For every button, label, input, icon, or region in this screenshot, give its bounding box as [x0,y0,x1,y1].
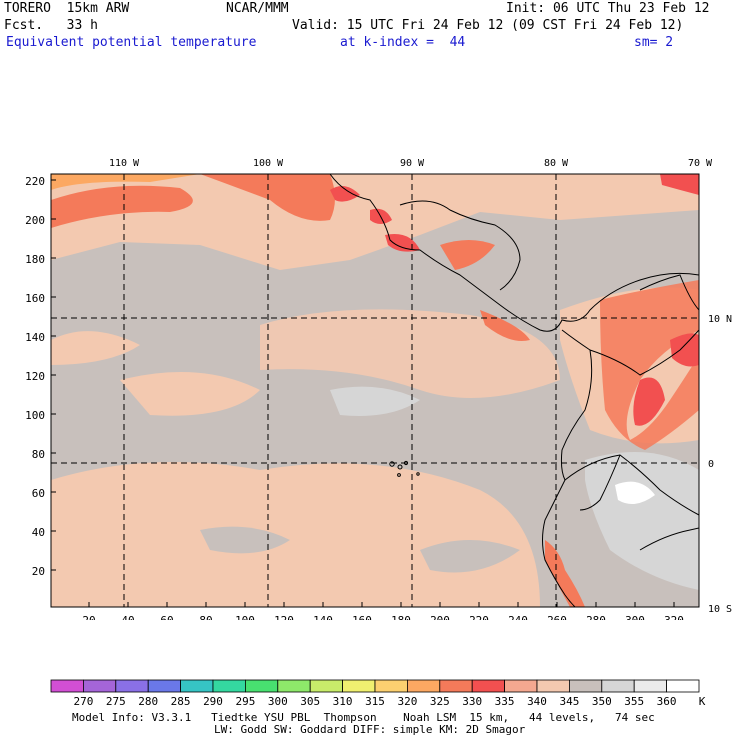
x-tick-label: 40 [121,614,134,620]
lon-label-80w: 80 W [544,158,569,169]
color-bar-label: 285 [171,695,191,708]
color-bar-label: 315 [365,695,385,708]
color-bar-labels: 270 275 280 285 290 295 300 305 310 315 320 325 330 3… [73,695,676,708]
lon-label-70w: 70 W [688,158,713,169]
color-bar-box [244,679,279,693]
color-bar-box [277,679,311,693]
color-bar-label: 320 [397,695,417,708]
x-tick-label: 220 [469,614,489,620]
lon-label-90w: 90 W [400,158,425,169]
x-tick-label: 180 [391,614,411,620]
color-bar-unit: K [699,695,706,708]
color-bar-label: 330 [462,695,482,708]
color-bar-box [212,679,246,693]
x-tick-label: 20 [82,614,95,620]
color-bar-label: 340 [527,695,547,708]
y-tick-label: 180 [25,253,45,266]
valid-time: Valid: 15 UTC Fri 24 Feb 12 (09 CST Fri … [292,18,684,33]
x-tick-label: 60 [160,614,173,620]
color-bar-boxes [50,679,700,693]
frame-ticks [51,179,675,607]
color-bar-label: 310 [333,695,353,708]
x-tick-label: 320 [664,614,684,620]
plot-frame [50,173,700,608]
organization: NCAR/MMM [226,1,289,16]
color-bar-label: 300 [268,695,288,708]
x-tick-label: 240 [508,614,528,620]
x-tick-label: 100 [235,614,255,620]
color-bar-box [569,679,603,693]
color-bar-box [536,679,570,693]
color-bar-box [471,679,506,693]
color-bar-label: 295 [235,695,255,708]
y-tick-label: 220 [25,175,45,188]
color-bar-box [504,679,538,693]
color-bar-label: 355 [624,695,644,708]
forecast-hour: Fcst. 33 h [4,18,98,33]
lat-label-10s: 10 S [708,604,732,615]
y-tick-label: 80 [32,448,45,461]
y-tick-label: 20 [32,565,45,578]
x-tick-label: 300 [625,614,645,620]
y-tick-label: 140 [25,331,45,344]
color-bar-box [309,679,344,693]
color-bar-box [374,679,408,693]
lat-label-0: 0 [708,459,714,470]
x-tick-label: 80 [199,614,212,620]
x-tick-label: 120 [274,614,294,620]
map-figure: 110 W 100 W 90 W 80 W 70 W 10 N 0 10 S 2… [25,158,732,620]
x-tick-label: 160 [352,614,372,620]
color-bar-box [406,679,441,693]
x-tick-label: 200 [430,614,450,620]
color-bar-box [439,679,473,693]
color-bar-label: 290 [203,695,223,708]
color-bar: 270 275 280 285 290 295 300 305 310 315 320 325 330 3… [50,679,706,708]
color-bar-box [50,679,84,693]
y-tick-label: 200 [25,214,45,227]
color-bar-label: 325 [430,695,450,708]
lat-label-10n: 10 N [708,314,732,325]
field-name: Equivalent potential temperature [6,35,257,50]
color-bar-box [342,679,376,693]
color-bar-box [180,679,214,693]
color-bar-box [147,679,181,693]
model-info-line2: LW: Godd SW: Goddard DIFF: simple KM: 2D… [214,723,526,736]
color-bar-label: 275 [106,695,126,708]
color-bar-box [666,679,700,693]
model-name: TORERO 15km ARW [4,1,130,16]
color-bar-box [601,679,635,693]
y-tick-label: 120 [25,370,45,383]
init-time: Init: 06 UTC Thu 23 Feb 12 [506,1,710,16]
lon-label-110w: 110 W [109,158,140,169]
color-bar-label: 360 [657,695,677,708]
color-bar-label: 345 [559,695,579,708]
y-tick-label: 100 [25,409,45,422]
color-bar-box [115,679,149,693]
lat-lon-grid [51,174,699,607]
model-info-line1: Model Info: V3.3.1 Tiedtke YSU PBL Thomp… [72,711,655,724]
color-bar-box [633,679,668,693]
theta-e-field [51,174,699,607]
smoothing: sm= 2 [634,35,674,50]
level-index: at k-index = 44 [340,35,466,50]
y-tick-label: 40 [32,526,45,539]
x-tick-label: 140 [313,614,333,620]
color-bar-label: 280 [138,695,158,708]
y-tick-label: 60 [32,487,45,500]
bottom-grid-labels: 20 40 60 80 100 120 140 160 180 200 220 … [82,614,684,620]
x-tick-label: 280 [586,614,606,620]
left-grid-labels: 220 200 180 160 140 120 100 80 60 40 20 [25,175,45,578]
lon-label-100w: 100 W [253,158,284,169]
color-bar-label: 335 [495,695,515,708]
color-bar-box [83,679,117,693]
color-bar-label: 305 [300,695,320,708]
y-tick-label: 160 [25,292,45,305]
x-tick-label: 260 [547,614,567,620]
color-bar-label: 350 [592,695,612,708]
color-bar-label: 270 [73,695,93,708]
